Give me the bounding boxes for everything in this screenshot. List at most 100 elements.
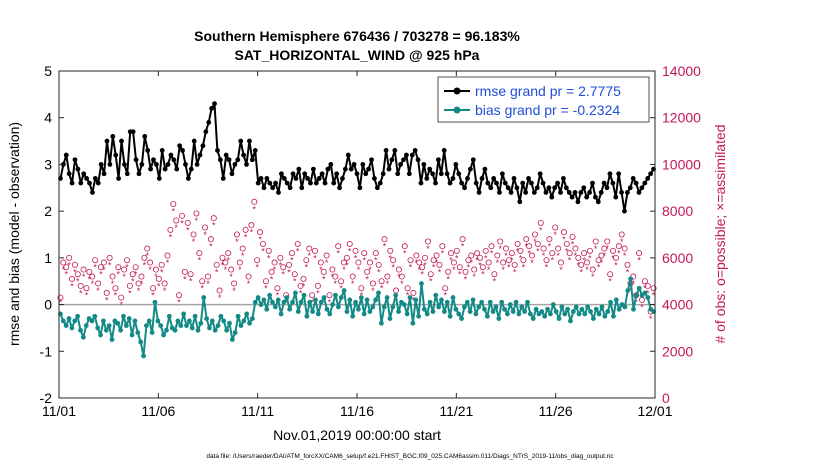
obs-possible-point — [534, 240, 541, 247]
rmse-point — [598, 190, 604, 195]
obs-assimilated-point: * — [218, 293, 222, 303]
obs-possible-point — [277, 254, 284, 261]
bias-point — [166, 313, 172, 319]
obs-possible-point — [69, 275, 76, 282]
bias-point — [590, 316, 596, 321]
rmse-point — [322, 180, 328, 186]
obs-assimilated-point: * — [626, 267, 630, 277]
rmse-point — [470, 157, 476, 163]
obs-possible-point — [340, 259, 347, 266]
obs-assimilated-point: * — [403, 249, 407, 259]
bias-point — [198, 320, 204, 326]
rmse-point — [63, 152, 69, 158]
rmse-point — [296, 166, 302, 172]
bias-point — [215, 323, 221, 328]
bias-point — [542, 313, 548, 319]
rmse-point — [171, 157, 177, 163]
obs-possible-point — [326, 292, 333, 299]
obs-assimilated-point: * — [585, 265, 589, 275]
obs-assimilated-point: * — [632, 279, 636, 289]
obs-possible-point — [410, 289, 417, 296]
obs-possible-point — [517, 247, 524, 254]
obs-possible-point — [560, 229, 567, 236]
rmse-point — [491, 176, 497, 181]
obs-possible-point — [598, 252, 605, 259]
bias-point — [593, 306, 599, 312]
rmse-point — [549, 194, 555, 200]
obs-possible-point — [592, 238, 599, 245]
bias-point — [573, 304, 579, 310]
legend-bias-label: bias grand pr = -0.2324 — [475, 102, 620, 118]
bias-point — [642, 290, 648, 296]
rmse-point — [197, 152, 203, 158]
bias-point — [447, 313, 453, 319]
obs-assimilated-point: * — [328, 298, 332, 308]
rmse-point — [69, 180, 75, 186]
bias-point — [235, 313, 241, 319]
obs-assimilated-point: * — [293, 277, 297, 287]
y-left-tick-label: 2 — [44, 203, 52, 219]
obs-possible-point — [228, 266, 235, 273]
obs-assimilated-point: * — [553, 230, 557, 240]
obs-assimilated-point: * — [336, 249, 340, 259]
obs-assimilated-point: * — [568, 256, 572, 266]
obs-assimilated-point: * — [96, 286, 100, 296]
obs-possible-point — [427, 271, 434, 278]
bias-point — [261, 297, 267, 303]
rmse-point — [563, 185, 569, 191]
obs-possible-point — [343, 254, 350, 261]
bias-point — [605, 309, 611, 314]
obs-possible-point — [381, 236, 388, 243]
obs-assimilated-point: * — [131, 277, 135, 287]
bias-point — [419, 281, 424, 286]
rmse-point — [639, 185, 645, 191]
obs-possible-point — [375, 261, 382, 268]
obs-possible-point — [193, 210, 200, 217]
bias-point — [347, 297, 353, 303]
y-left-tick-label: -1 — [40, 343, 53, 359]
obs-assimilated-point: * — [634, 298, 638, 308]
obs-possible-point — [126, 282, 133, 289]
bias-point — [232, 330, 238, 335]
obs-assimilated-point: * — [198, 256, 202, 266]
obs-assimilated-point: * — [556, 251, 560, 261]
bias-point — [407, 295, 413, 300]
obs-possible-point — [77, 282, 84, 289]
x-tick-label: 11/01 — [42, 403, 76, 419]
rmse-point — [482, 166, 488, 172]
bias-point — [244, 311, 250, 317]
obs-assimilated-point: * — [539, 225, 543, 235]
obs-possible-point — [152, 266, 159, 273]
y-axis-right-label: # of obs: o=possible; ×=assimilated — [712, 124, 728, 343]
obs-possible-point — [86, 268, 93, 275]
obs-assimilated-point: * — [446, 274, 450, 284]
obs-assimilated-point: * — [145, 251, 149, 261]
obs-assimilated-point: * — [232, 286, 236, 296]
obs-possible-point — [387, 247, 394, 254]
obs-possible-point — [317, 259, 324, 266]
obs-assimilated-point: * — [206, 279, 210, 289]
obs-assimilated-point: * — [640, 302, 644, 312]
bias-point — [373, 297, 379, 303]
bias-point — [278, 311, 284, 317]
obs-possible-point — [563, 240, 570, 247]
obs-assimilated-point: * — [308, 251, 312, 261]
rmse-point — [578, 190, 584, 195]
y-left-tick-label: 3 — [44, 156, 52, 172]
rmse-point — [194, 162, 200, 167]
rmse-point — [87, 180, 92, 186]
obs-assimilated-point: * — [137, 286, 141, 296]
rmse-point — [209, 105, 215, 111]
rmse-point — [581, 185, 587, 191]
obs-possible-point — [103, 289, 110, 296]
rmse-point — [104, 138, 110, 144]
obs-possible-point — [361, 250, 368, 257]
obs-possible-point — [236, 259, 243, 266]
bias-point — [596, 311, 602, 317]
obs-possible-point — [144, 245, 151, 252]
obs-possible-point — [210, 215, 217, 222]
bias-point — [330, 302, 336, 307]
obs-assimilated-point: * — [455, 253, 459, 263]
obs-possible-point — [439, 243, 446, 250]
obs-possible-point — [288, 250, 295, 257]
